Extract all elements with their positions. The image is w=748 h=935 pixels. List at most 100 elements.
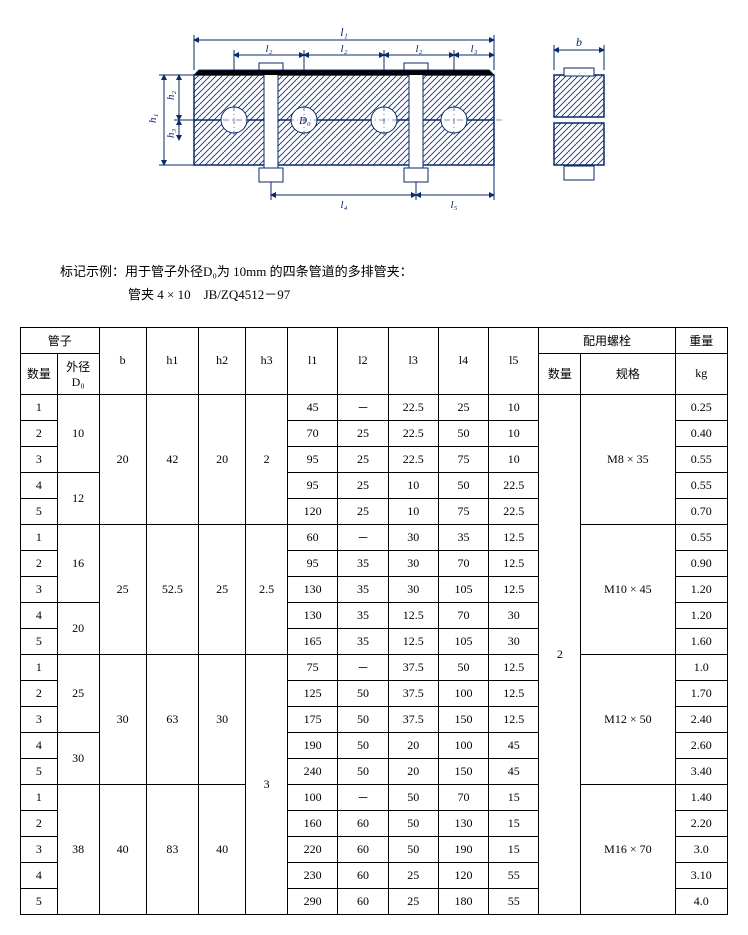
hdr-weight: 重量: [675, 327, 727, 353]
cell-l4: 190: [438, 836, 488, 862]
cell-l2: 60: [338, 862, 388, 888]
cell-l1: 220: [288, 836, 338, 862]
cell-l1: 125: [288, 680, 338, 706]
technical-diagram: l₁ l₂ l₂ l₂ l₃ l₄ l₅: [20, 20, 728, 240]
cell-h2: 40: [199, 784, 246, 914]
cell-l4: 35: [438, 524, 488, 550]
svg-text:l₂: l₂: [266, 43, 273, 55]
cell-l5: 12.5: [489, 706, 539, 732]
cell-l2: 50: [338, 680, 388, 706]
cell-l1: 130: [288, 602, 338, 628]
cell-l5: 15: [489, 836, 539, 862]
cell-l1: 240: [288, 758, 338, 784]
cell-qty: 1: [21, 654, 58, 680]
cell-l3: 37.5: [388, 654, 438, 680]
cell-l3: 50: [388, 810, 438, 836]
hdr-bolt-qty: 数量: [539, 353, 581, 394]
hdr-b: b: [99, 327, 146, 394]
cell-l5: 30: [489, 602, 539, 628]
cell-d0: 16: [57, 524, 99, 602]
cell-qty: 1: [21, 784, 58, 810]
cell-weight: 0.70: [675, 498, 727, 524]
cell-l2: 60: [338, 810, 388, 836]
cell-l2: －: [338, 524, 388, 550]
cell-weight: 2.20: [675, 810, 727, 836]
cell-l5: 45: [489, 758, 539, 784]
cell-l2: －: [338, 654, 388, 680]
cell-weight: 3.10: [675, 862, 727, 888]
cell-l1: 160: [288, 810, 338, 836]
cell-l3: 37.5: [388, 680, 438, 706]
cell-qty: 2: [21, 420, 58, 446]
cell-l3: 25: [388, 862, 438, 888]
cell-l4: 130: [438, 810, 488, 836]
cell-l3: 30: [388, 550, 438, 576]
cell-d0: 25: [57, 654, 99, 732]
cell-qty: 4: [21, 472, 58, 498]
cell-bolt-qty: 2: [539, 394, 581, 914]
cell-qty: 5: [21, 498, 58, 524]
svg-text:l₄: l₄: [341, 199, 348, 211]
cell-l1: 190: [288, 732, 338, 758]
note-line2: 管夹 4 × 10 JB/ZQ4512－97: [128, 287, 290, 302]
cell-qty: 3: [21, 576, 58, 602]
cell-weight: 1.0: [675, 654, 727, 680]
cell-l1: 95: [288, 472, 338, 498]
hdr-d0: 外径D₀: [57, 353, 99, 394]
cell-l2: 50: [338, 732, 388, 758]
cell-l4: 50: [438, 420, 488, 446]
hdr-l2: l2: [338, 327, 388, 394]
cell-qty: 4: [21, 602, 58, 628]
svg-text:h₁: h₁: [147, 114, 159, 124]
cell-b: 25: [99, 524, 146, 654]
cell-qty: 2: [21, 810, 58, 836]
cell-bolt-spec: M10 × 45: [581, 524, 675, 654]
cell-l1: 100: [288, 784, 338, 810]
hdr-l1: l1: [288, 327, 338, 394]
cell-l2: 25: [338, 498, 388, 524]
svg-text:b: b: [576, 35, 582, 49]
hdr-weight-unit: kg: [675, 353, 727, 394]
note-label: 标记示例：: [60, 264, 125, 279]
cell-l2: －: [338, 784, 388, 810]
svg-text:l₁: l₁: [340, 25, 348, 39]
cell-qty: 1: [21, 394, 58, 420]
cell-l2: 60: [338, 888, 388, 914]
hdr-bolt: 配用螺栓: [539, 327, 675, 353]
cell-weight: 0.55: [675, 472, 727, 498]
cell-l5: 12.5: [489, 576, 539, 602]
cell-l3: 50: [388, 836, 438, 862]
cell-l3: 10: [388, 498, 438, 524]
cell-l4: 70: [438, 784, 488, 810]
cell-h3: 3: [246, 654, 288, 914]
cell-weight: 1.70: [675, 680, 727, 706]
cell-l2: 35: [338, 576, 388, 602]
cell-l4: 100: [438, 680, 488, 706]
cell-l5: 15: [489, 784, 539, 810]
cell-weight: 2.40: [675, 706, 727, 732]
svg-text:h₂: h₂: [165, 91, 177, 101]
cell-weight: 4.0: [675, 888, 727, 914]
cell-bolt-spec: M12 × 50: [581, 654, 675, 784]
cell-b: 40: [99, 784, 146, 914]
cell-l5: 22.5: [489, 472, 539, 498]
cell-l2: 25: [338, 420, 388, 446]
cell-l3: 37.5: [388, 706, 438, 732]
cell-h2: 30: [199, 654, 246, 784]
cell-l4: 105: [438, 576, 488, 602]
svg-text:l₅: l₅: [451, 199, 458, 211]
cell-l2: 35: [338, 628, 388, 654]
spec-table: 管子 b h1 h2 h3 l1 l2 l3 l4 l5 配用螺栓 重量 数量 …: [20, 327, 728, 915]
cell-weight: 1.40: [675, 784, 727, 810]
cell-l1: 175: [288, 706, 338, 732]
cell-l5: 10: [489, 420, 539, 446]
cell-l3: 30: [388, 524, 438, 550]
marking-example-note: 标记示例：用于管子外径D₀为 10mm 的四条管道的多排管夹： 管夹 4 × 1…: [60, 260, 728, 307]
cell-l5: 15: [489, 810, 539, 836]
cell-l2: 35: [338, 550, 388, 576]
cell-l1: 165: [288, 628, 338, 654]
cell-l3: 22.5: [388, 394, 438, 420]
cell-h3: 2.5: [246, 524, 288, 654]
cell-h1: 63: [146, 654, 198, 784]
cell-weight: 0.55: [675, 446, 727, 472]
